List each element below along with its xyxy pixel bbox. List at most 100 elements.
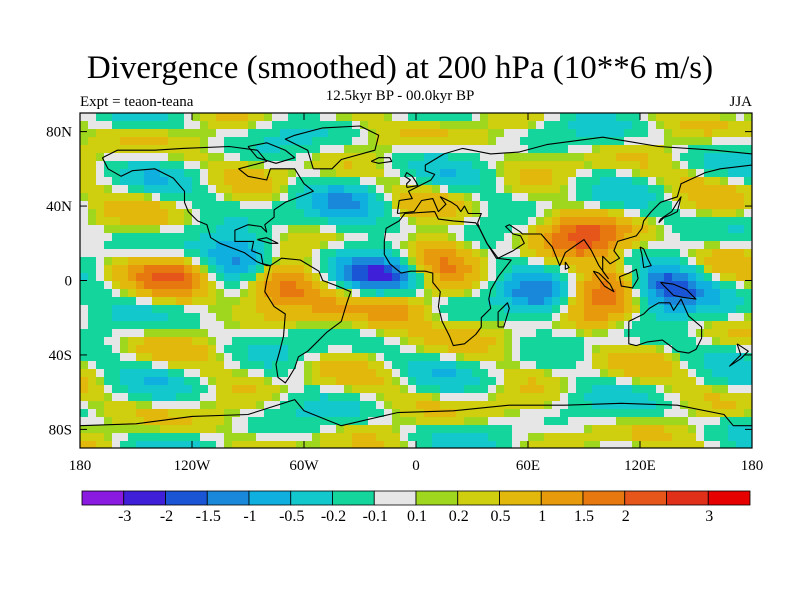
- field-cell: [432, 305, 441, 314]
- field-cell: [496, 121, 505, 130]
- field-cell: [408, 353, 417, 362]
- field-cell: [496, 249, 505, 258]
- field-cell: [744, 233, 752, 242]
- field-cell: [680, 409, 689, 418]
- field-cell: [432, 137, 441, 146]
- field-cell: [280, 233, 289, 242]
- field-cell: [664, 217, 673, 226]
- field-cell: [168, 185, 177, 194]
- field-cell: [456, 313, 465, 322]
- field-cell: [216, 417, 225, 426]
- field-cell: [112, 385, 121, 394]
- field-cell: [592, 305, 601, 314]
- field-cell: [608, 113, 617, 122]
- field-cell: [192, 177, 201, 186]
- field-cell: [648, 273, 657, 282]
- field-cell: [696, 353, 705, 362]
- field-cell: [440, 289, 449, 298]
- field-cell: [208, 209, 217, 218]
- field-cell: [456, 233, 465, 242]
- field-cell: [160, 249, 169, 258]
- field-cell: [368, 361, 377, 370]
- field-cell: [520, 393, 529, 402]
- field-cell: [184, 281, 193, 290]
- field-cell: [120, 353, 129, 362]
- field-cell: [512, 321, 521, 330]
- field-cell: [576, 257, 585, 266]
- field-cell: [160, 257, 169, 266]
- colorbar-swatch: [582, 490, 626, 506]
- field-cell: [648, 257, 657, 266]
- field-cell: [576, 209, 585, 218]
- field-cell: [168, 257, 177, 266]
- field-cell: [456, 345, 465, 354]
- field-cell: [128, 217, 137, 226]
- field-cell: [96, 425, 105, 434]
- field-cell: [600, 145, 609, 154]
- field-cell: [584, 201, 593, 210]
- field-cell: [264, 201, 273, 210]
- field-cell: [256, 129, 265, 138]
- field-cell: [352, 209, 361, 218]
- field-cell: [240, 185, 249, 194]
- field-cell: [488, 185, 497, 194]
- field-cell: [544, 369, 553, 378]
- field-cell: [416, 417, 425, 426]
- field-cell: [464, 225, 473, 234]
- field-cell: [520, 345, 529, 354]
- field-cell: [384, 249, 393, 258]
- field-cell: [136, 369, 145, 378]
- field-cell: [336, 193, 345, 202]
- field-cell: [240, 249, 249, 258]
- coastline-australia: [628, 298, 703, 354]
- field-cell: [560, 169, 569, 178]
- field-cell: [712, 281, 721, 290]
- field-cell: [464, 241, 473, 250]
- field-cell: [368, 233, 377, 242]
- field-cell: [600, 329, 609, 338]
- field-cell: [184, 393, 193, 402]
- field-cell: [712, 177, 721, 186]
- field-cell: [656, 337, 665, 346]
- field-cell: [680, 337, 689, 346]
- field-cell: [160, 313, 169, 322]
- field-cell: [496, 313, 505, 322]
- field-cell: [80, 137, 89, 146]
- field-cell: [464, 257, 473, 266]
- field-cell: [112, 297, 121, 306]
- field-cell: [328, 353, 337, 362]
- field-cell: [744, 249, 752, 258]
- field-cell: [416, 401, 425, 410]
- field-cell: [448, 209, 457, 218]
- field-cell: [600, 177, 609, 186]
- field-cell: [544, 265, 553, 274]
- field-cell: [536, 177, 545, 186]
- field-cell: [392, 441, 401, 448]
- field-cell: [352, 121, 361, 130]
- field-cell: [184, 289, 193, 298]
- field-cell: [600, 273, 609, 282]
- field-cell: [576, 289, 585, 298]
- field-cell: [272, 161, 281, 170]
- field-cell: [424, 329, 433, 338]
- field-cell: [272, 289, 281, 298]
- field-cell: [384, 281, 393, 290]
- field-cell: [584, 393, 593, 402]
- field-cell: [456, 353, 465, 362]
- field-cell: [200, 401, 209, 410]
- field-cell: [304, 113, 313, 122]
- field-cell: [312, 329, 321, 338]
- field-cell: [152, 257, 161, 266]
- field-cell: [296, 145, 305, 154]
- field-cell: [672, 113, 681, 122]
- field-cell: [496, 385, 505, 394]
- field-cell: [136, 393, 145, 402]
- field-cell: [120, 297, 129, 306]
- field-cell: [144, 433, 153, 442]
- field-cell: [360, 409, 369, 418]
- field-cell: [184, 369, 193, 378]
- field-cell: [136, 321, 145, 330]
- field-cell: [720, 305, 729, 314]
- field-cell: [688, 257, 697, 266]
- field-cell: [352, 393, 361, 402]
